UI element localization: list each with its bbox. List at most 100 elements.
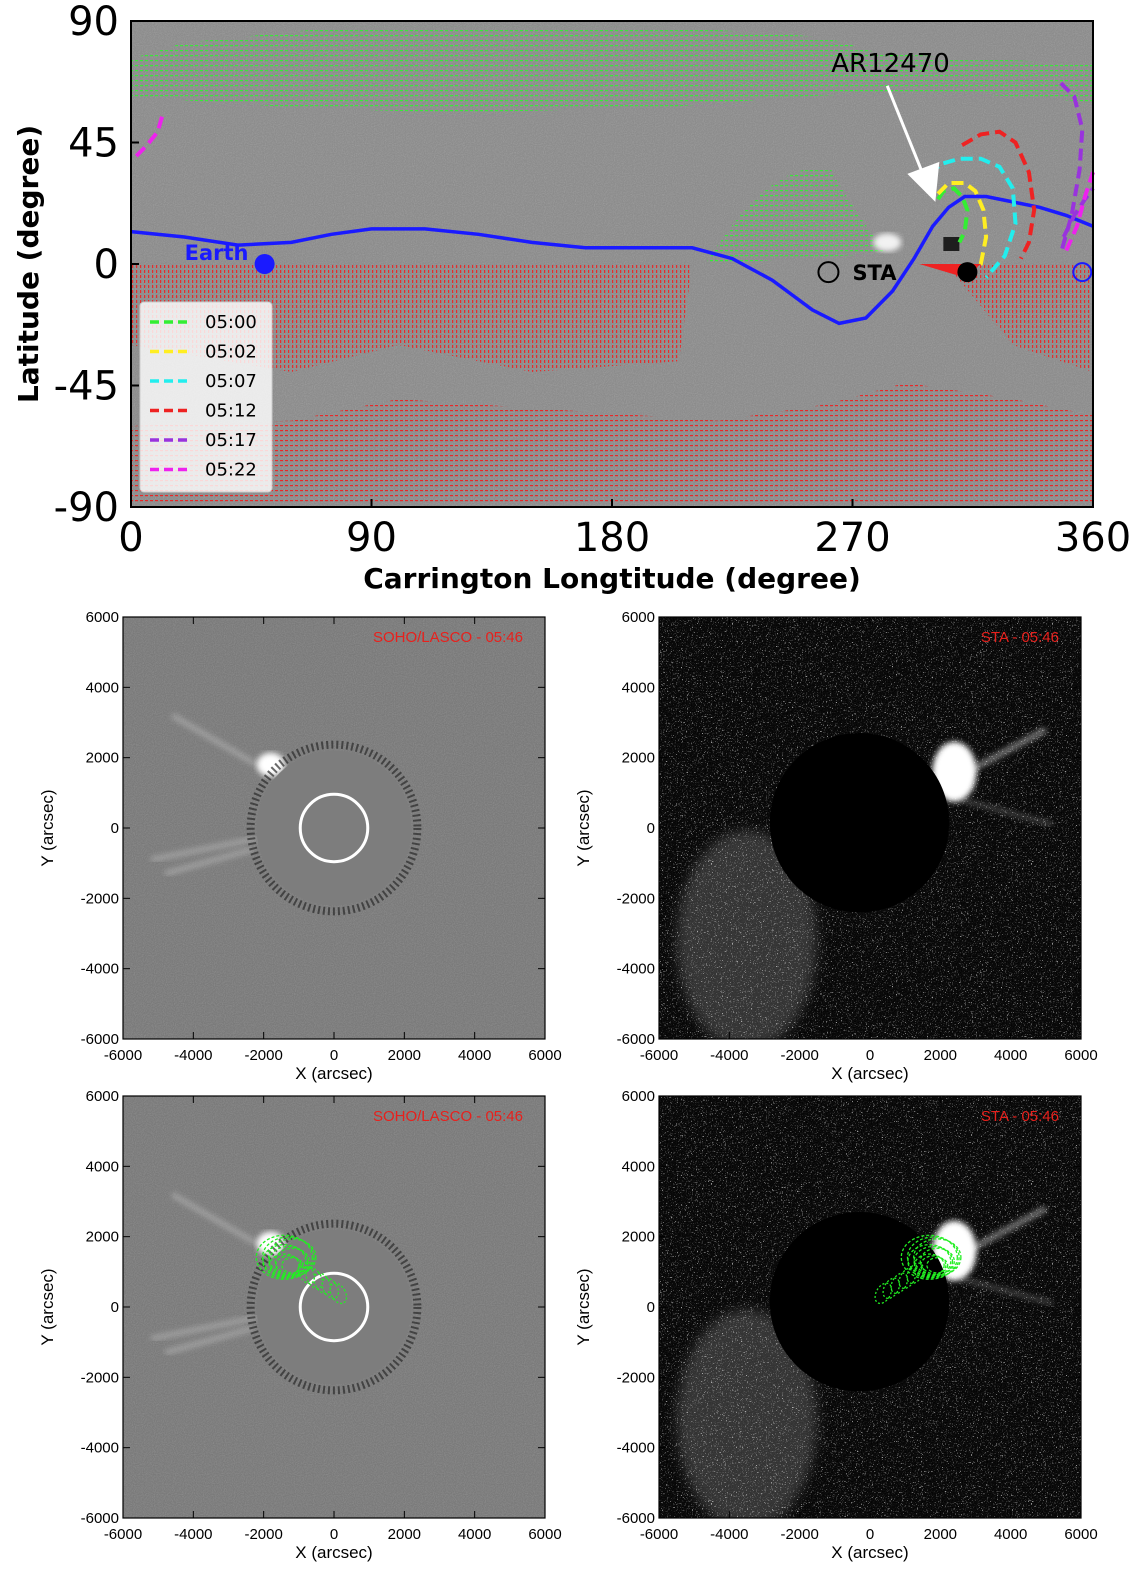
ar-label: AR12470 bbox=[831, 49, 950, 79]
x-tick-label: 4000 bbox=[994, 1047, 1027, 1064]
ar-negative-polarity bbox=[943, 237, 960, 251]
y-tick-label: 2000 bbox=[622, 1229, 655, 1246]
cme-bright-knot bbox=[256, 1231, 285, 1256]
streamer-ray bbox=[150, 836, 258, 863]
y-tick-label: -4000 bbox=[617, 1440, 655, 1457]
y-tick-label: -2000 bbox=[617, 1369, 655, 1386]
y-tick-label: 2000 bbox=[86, 1229, 119, 1246]
x-tick-label: 0 bbox=[866, 1526, 874, 1543]
north-polar-open-field bbox=[131, 26, 1093, 113]
contour-ring bbox=[262, 1244, 307, 1279]
x-tick-label: 6000 bbox=[528, 1526, 561, 1543]
map-x-axis-label: Carrington Longtitude (degree) bbox=[363, 562, 861, 595]
y-tick-label: -4000 bbox=[617, 961, 655, 978]
occulter-disk bbox=[769, 733, 950, 913]
x-axis-label: X (arcsec) bbox=[295, 1543, 372, 1562]
ar-open-field-green bbox=[705, 168, 888, 264]
x-axis-label: X (arcsec) bbox=[295, 1064, 372, 1083]
heliospheric-current-sheet-line bbox=[130, 194, 1094, 326]
earth-marker bbox=[254, 254, 275, 274]
x-tick-label: 2000 bbox=[924, 1047, 957, 1064]
occulter-edge-noise bbox=[246, 740, 422, 916]
y-tick-label: 4000 bbox=[622, 679, 655, 696]
streamer-ray bbox=[164, 846, 254, 877]
panel-image bbox=[123, 1096, 545, 1518]
map-y-tick-label: 90 bbox=[68, 0, 119, 45]
legend-label-0500: 05:00 bbox=[205, 312, 257, 333]
contour-loop bbox=[305, 1267, 324, 1290]
map-y-tick-label: 0 bbox=[94, 242, 119, 288]
map-x-tick-label: 270 bbox=[814, 515, 890, 561]
legend-label-0517: 05:17 bbox=[205, 430, 257, 451]
cme-bright-knot bbox=[256, 752, 285, 777]
contour-ring bbox=[919, 1247, 955, 1275]
y-tick-label: -2000 bbox=[81, 1369, 119, 1386]
x-tick-label: 6000 bbox=[1064, 1526, 1097, 1543]
contour-loop bbox=[321, 1277, 340, 1300]
map-y-tick-label: 45 bbox=[68, 121, 119, 167]
contour-ring bbox=[926, 1257, 949, 1274]
panel-image bbox=[659, 617, 1081, 1039]
map-series-lines bbox=[130, 81, 1095, 326]
occulter-disk bbox=[769, 1212, 950, 1392]
map-y-tick-label: -45 bbox=[54, 364, 119, 410]
y-tick-label: 0 bbox=[111, 1299, 119, 1316]
streamer-ray bbox=[170, 1192, 258, 1246]
earth-far-side-marker bbox=[1072, 262, 1093, 283]
x-tick-label: -2000 bbox=[780, 1047, 818, 1064]
map-markers: Earth STA AR12470 bbox=[185, 49, 1093, 285]
contour-ring bbox=[920, 1255, 947, 1276]
y-axis-label: Y (arcsec) bbox=[574, 789, 593, 866]
y-tick-label: -6000 bbox=[617, 1510, 655, 1527]
x-tick-label: 6000 bbox=[1064, 1047, 1097, 1064]
panel-title: STA - 05:46 bbox=[981, 629, 1059, 646]
ar-positive-polarity bbox=[873, 233, 902, 252]
x-tick-label: 2000 bbox=[924, 1526, 957, 1543]
x-axis-label: X (arcsec) bbox=[831, 1064, 908, 1083]
solar-limb-circle bbox=[298, 1271, 370, 1343]
sta-bottom-panel: STA - 05:46 -6000 -4000 -2000 0 2000 4000 6000 6… bbox=[574, 1088, 1098, 1562]
legend-label-0512: 05:12 bbox=[205, 401, 257, 422]
x-tick-label: -4000 bbox=[710, 1526, 748, 1543]
y-tick-label: -2000 bbox=[81, 890, 119, 907]
sta-bright-region bbox=[676, 830, 817, 1039]
front-line-0522 bbox=[134, 112, 166, 158]
x-tick-label: 6000 bbox=[528, 1047, 561, 1064]
streamer-ray bbox=[960, 1276, 1054, 1306]
y-tick-label: 6000 bbox=[86, 1088, 119, 1105]
map-y-tick-label: -90 bbox=[54, 485, 119, 531]
x-tick-label: 0 bbox=[330, 1047, 338, 1064]
y-tick-label: 4000 bbox=[86, 1158, 119, 1175]
y-tick-label: 0 bbox=[647, 1299, 655, 1316]
sta-open-marker bbox=[817, 261, 840, 284]
x-tick-label: -4000 bbox=[174, 1047, 212, 1064]
panel-image bbox=[659, 1096, 1081, 1518]
contour-loop bbox=[297, 1262, 316, 1285]
contour-loop bbox=[313, 1272, 332, 1295]
contour-loop bbox=[882, 1277, 901, 1300]
y-tick-label: -6000 bbox=[617, 1031, 655, 1048]
y-axis-label: Y (arcsec) bbox=[574, 1268, 593, 1345]
streamer-ray bbox=[170, 713, 258, 767]
solar-limb-circle bbox=[298, 792, 370, 864]
occulter-disk bbox=[256, 750, 412, 906]
y-tick-label: 6000 bbox=[86, 609, 119, 626]
map-x-tick-label: 180 bbox=[574, 515, 650, 561]
occulter-disk bbox=[256, 1229, 412, 1385]
x-tick-label: -2000 bbox=[244, 1526, 282, 1543]
y-tick-label: 4000 bbox=[86, 679, 119, 696]
x-tick-label: -6000 bbox=[640, 1047, 678, 1064]
map-x-tick-label: 90 bbox=[346, 515, 397, 561]
map-x-tick-label: 0 bbox=[118, 515, 143, 561]
x-tick-label: 4000 bbox=[994, 1526, 1027, 1543]
x-tick-label: 4000 bbox=[458, 1526, 491, 1543]
occulter-edge-noise bbox=[246, 1219, 422, 1395]
lasco-top-panel: SOHO/LASCO - 05:46 -6000 -4000 -2000 0 2000 40… bbox=[38, 609, 562, 1083]
legend-label-0522: 05:22 bbox=[205, 460, 257, 481]
x-tick-label: -4000 bbox=[174, 1526, 212, 1543]
contour-ring bbox=[281, 1257, 304, 1274]
x-tick-label: -4000 bbox=[710, 1047, 748, 1064]
panel-title: SOHO/LASCO - 05:46 bbox=[373, 1108, 523, 1125]
y-tick-label: 0 bbox=[111, 820, 119, 837]
